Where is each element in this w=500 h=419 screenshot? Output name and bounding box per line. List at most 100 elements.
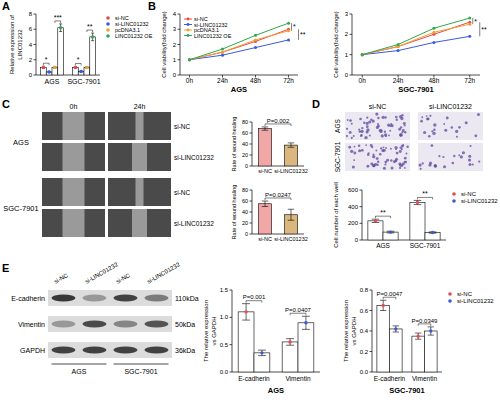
data-point [188, 58, 191, 61]
stained-cell [426, 118, 429, 121]
stained-cell [366, 117, 368, 119]
stained-cell [376, 157, 379, 160]
stained-cell [400, 117, 403, 120]
y-tick [250, 223, 253, 224]
wound-gap [136, 178, 144, 206]
stained-cell [383, 167, 386, 170]
bar [425, 331, 438, 372]
data-point [188, 58, 191, 61]
stained-cell [428, 135, 431, 138]
stained-cell [474, 134, 477, 137]
stained-cell [478, 160, 480, 162]
error-bar [288, 209, 295, 220]
stained-cell [453, 155, 455, 157]
size-label: 50kDa [175, 321, 195, 328]
stained-cell [369, 134, 371, 136]
micrograph [108, 178, 171, 206]
micrograph [42, 178, 105, 206]
line [189, 23, 288, 60]
x-tick-label: 72h [464, 77, 475, 84]
stained-cell [368, 152, 370, 154]
stained-cell [434, 164, 437, 167]
figure: ABCDE02468Relative expression ofLINC0123… [0, 0, 500, 419]
y-axis [362, 190, 363, 240]
stained-cell [384, 130, 386, 132]
stained-cell [366, 165, 369, 168]
row-label: si-NC [174, 123, 191, 130]
band [145, 295, 169, 302]
plot-area [368, 200, 440, 240]
y-axis-label: vs GAPDH [211, 316, 217, 345]
stained-cell [460, 155, 463, 158]
title: SGC-7901 [389, 386, 424, 395]
column-label: si-LINC01232 [429, 103, 472, 110]
stained-cell [380, 129, 382, 131]
stained-cell [349, 119, 352, 122]
data-point [287, 22, 290, 25]
stained-cell [399, 150, 402, 153]
y-tick [34, 59, 37, 60]
stained-cell [349, 131, 352, 134]
bar [298, 323, 314, 372]
stained-cell [456, 136, 458, 138]
y-axis-label: Rate of wound healing [231, 117, 237, 172]
stained-cell [361, 130, 364, 133]
y-tick [178, 44, 181, 45]
data-point [221, 51, 224, 54]
title: AGS [268, 386, 284, 395]
stained-cell [358, 128, 360, 130]
stained-cell [352, 165, 355, 168]
y-tick-label: 6 [29, 26, 33, 32]
x-tick-label: E-cadherin [374, 375, 406, 382]
y-tick-label: 0.4 [360, 328, 369, 334]
y-tick-label: 3 [345, 11, 349, 17]
stained-cell [431, 144, 434, 147]
y-tick [250, 190, 253, 191]
group-label: SGC-7901 [124, 368, 157, 375]
stained-cell [404, 131, 406, 133]
legend-symbol [448, 299, 452, 303]
error-bar [85, 67, 88, 69]
stained-cell [395, 158, 398, 161]
y-tick-label: 2 [29, 57, 33, 63]
significance-bracket [291, 23, 292, 31]
error-bar [91, 33, 94, 41]
data-point [374, 219, 377, 222]
x-tick-label: AGS [45, 78, 60, 85]
significance-bracket [55, 21, 61, 23]
stained-cell [401, 148, 403, 150]
stained-cell [353, 159, 355, 161]
y-tick-label: 0 [173, 72, 177, 78]
y-tick-label: 0.6 [360, 308, 369, 314]
legend-label: si-LINC01232 [457, 298, 494, 304]
stained-cell [390, 123, 392, 125]
error-bar [286, 339, 294, 346]
blot-strip [48, 290, 172, 306]
wound-gap [63, 209, 85, 237]
blot-strip [48, 342, 172, 358]
stained-cell [458, 126, 461, 129]
x-tick-label: 72h [283, 77, 294, 84]
data-point [361, 53, 364, 56]
y-tick-label: 0 [245, 231, 248, 237]
legend-symbol [184, 24, 192, 25]
y-tick [230, 317, 233, 318]
significance-bracket [417, 197, 432, 199]
annotation: P=0.001 [243, 294, 266, 300]
stained-cell [396, 152, 399, 155]
data-point [432, 31, 435, 34]
y-tick-label: 600 [348, 187, 359, 193]
band [83, 347, 107, 354]
annotation: ** [380, 209, 386, 216]
y-tick [360, 190, 363, 191]
y-tick [350, 34, 353, 35]
y-tick-label: 4 [29, 42, 33, 48]
row-label: AGS [13, 138, 29, 147]
stained-cell [422, 162, 424, 164]
stained-cell [382, 116, 385, 119]
data-point [91, 35, 94, 38]
y-tick [178, 29, 181, 30]
data-point [42, 66, 45, 69]
stained-cell [361, 149, 364, 152]
group-label: AGS [72, 368, 87, 375]
